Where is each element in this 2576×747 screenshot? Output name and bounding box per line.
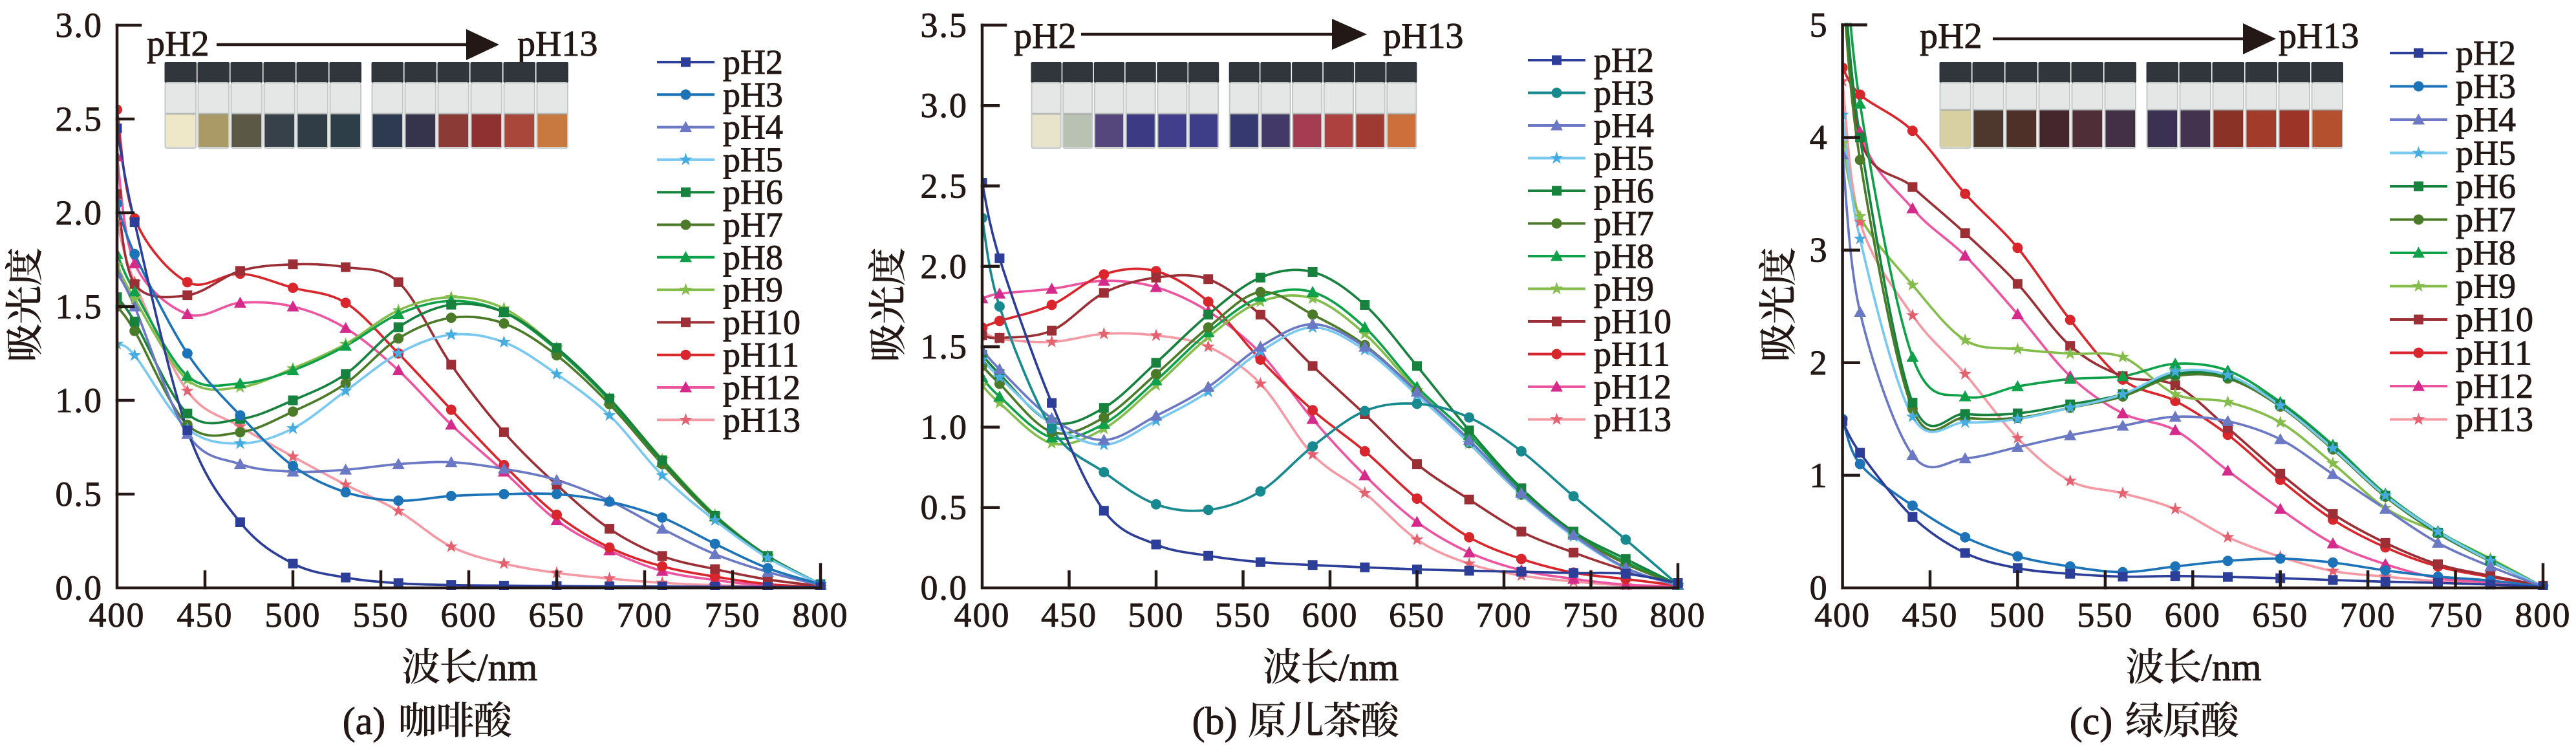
svg-text:pH9: pH9: [1594, 270, 1654, 309]
svg-text:pH13: pH13: [517, 24, 597, 64]
svg-text:550: 550: [353, 596, 409, 634]
svg-text:pH13: pH13: [1594, 400, 1671, 439]
svg-text:1.5: 1.5: [56, 287, 103, 326]
svg-text:4: 4: [1810, 118, 1829, 157]
svg-text:pH11: pH11: [2456, 334, 2532, 373]
svg-text:750: 750: [1563, 596, 1619, 634]
svg-text:3.0: 3.0: [921, 86, 969, 125]
svg-text:500: 500: [1990, 596, 2046, 634]
svg-text:pH6: pH6: [1594, 171, 1654, 210]
svg-text:3: 3: [1810, 231, 1829, 270]
svg-text:pH6: pH6: [2456, 167, 2516, 206]
svg-text:pH2: pH2: [2456, 34, 2516, 72]
svg-text:pH10: pH10: [2456, 300, 2533, 339]
svg-text:pH13: pH13: [2279, 16, 2359, 56]
svg-text:750: 750: [2427, 596, 2484, 634]
svg-text:600: 600: [2165, 596, 2221, 634]
svg-text:500: 500: [1128, 596, 1185, 634]
svg-text:(b): (b): [1192, 700, 1238, 742]
svg-text:pH13: pH13: [723, 400, 800, 439]
svg-text:0.5: 0.5: [921, 488, 969, 527]
svg-text:/nm: /nm: [2201, 646, 2261, 689]
svg-text:3.0: 3.0: [56, 6, 103, 45]
svg-text:0.0: 0.0: [921, 568, 969, 607]
svg-text:400: 400: [1814, 596, 1871, 634]
svg-text:800: 800: [2515, 596, 2571, 634]
svg-text:700: 700: [617, 596, 673, 634]
svg-text:700: 700: [1476, 596, 1532, 634]
svg-text:pH11: pH11: [1594, 335, 1670, 374]
svg-text:pH8: pH8: [723, 238, 783, 277]
svg-text:450: 450: [1041, 596, 1097, 634]
svg-text:pH13: pH13: [2456, 400, 2533, 439]
svg-text:pH2: pH2: [723, 43, 783, 81]
svg-text:2: 2: [1810, 343, 1829, 382]
svg-text:0: 0: [1810, 568, 1829, 607]
svg-text:pH4: pH4: [1594, 106, 1654, 145]
svg-text:pH3: pH3: [1594, 74, 1654, 113]
svg-text:400: 400: [89, 596, 145, 634]
svg-text:pH2: pH2: [1920, 16, 1982, 56]
svg-text:800: 800: [793, 596, 849, 634]
svg-text:2.0: 2.0: [921, 247, 969, 286]
svg-text:pH6: pH6: [723, 173, 783, 211]
svg-text:pH12: pH12: [2456, 367, 2533, 406]
svg-text:5: 5: [1810, 6, 1829, 45]
svg-text:450: 450: [177, 596, 233, 634]
svg-text:1.0: 1.0: [921, 407, 969, 446]
svg-text:550: 550: [2077, 596, 2133, 634]
svg-text:800: 800: [1650, 596, 1706, 634]
svg-text:pH4: pH4: [723, 108, 783, 147]
svg-text:550: 550: [1215, 596, 1271, 634]
svg-text:1.5: 1.5: [921, 327, 969, 366]
svg-text:pH11: pH11: [723, 336, 799, 374]
svg-text:pH4: pH4: [2456, 100, 2516, 139]
svg-text:pH10: pH10: [1594, 302, 1671, 341]
svg-text:pH7: pH7: [723, 206, 783, 244]
svg-text:1: 1: [1810, 456, 1829, 495]
svg-text:600: 600: [1302, 596, 1358, 634]
svg-text:pH8: pH8: [2456, 233, 2516, 272]
svg-text:pH8: pH8: [1594, 237, 1654, 276]
svg-text:pH12: pH12: [723, 368, 800, 407]
svg-text:0.0: 0.0: [56, 568, 103, 607]
svg-text:600: 600: [441, 596, 497, 634]
svg-text:pH5: pH5: [2456, 134, 2516, 173]
svg-text:1.0: 1.0: [56, 381, 103, 420]
svg-text:pH10: pH10: [723, 303, 800, 341]
svg-text:pH9: pH9: [2456, 267, 2516, 306]
svg-text:pH7: pH7: [2456, 200, 2516, 239]
svg-text:(a): (a): [343, 700, 386, 742]
svg-text:750: 750: [705, 596, 761, 634]
svg-text:700: 700: [2340, 596, 2396, 634]
svg-text:450: 450: [1902, 596, 1959, 634]
svg-text:3.5: 3.5: [921, 6, 969, 45]
svg-text:(c): (c): [2070, 700, 2113, 742]
svg-text:650: 650: [529, 596, 585, 634]
svg-text:pH2: pH2: [1594, 41, 1654, 80]
svg-text:pH2: pH2: [147, 24, 209, 64]
svg-text:/nm: /nm: [477, 646, 537, 689]
svg-text:pH12: pH12: [1594, 367, 1671, 406]
svg-text:0.5: 0.5: [56, 475, 103, 514]
svg-text:/nm: /nm: [1338, 646, 1399, 689]
svg-text:500: 500: [265, 596, 321, 634]
svg-text:pH7: pH7: [1594, 204, 1654, 243]
svg-text:pH9: pH9: [723, 270, 783, 309]
svg-text:650: 650: [1389, 596, 1445, 634]
svg-text:pH2: pH2: [1014, 16, 1076, 56]
svg-text:650: 650: [2252, 596, 2308, 634]
svg-text:pH13: pH13: [1383, 16, 1463, 56]
svg-text:pH5: pH5: [723, 140, 783, 179]
svg-text:pH5: pH5: [1594, 139, 1654, 178]
svg-text:400: 400: [954, 596, 1011, 634]
svg-text:2.5: 2.5: [56, 100, 103, 138]
svg-text:pH3: pH3: [2456, 67, 2516, 106]
svg-text:pH3: pH3: [723, 75, 783, 114]
svg-text:2.5: 2.5: [921, 167, 969, 206]
svg-text:2.0: 2.0: [56, 193, 103, 232]
